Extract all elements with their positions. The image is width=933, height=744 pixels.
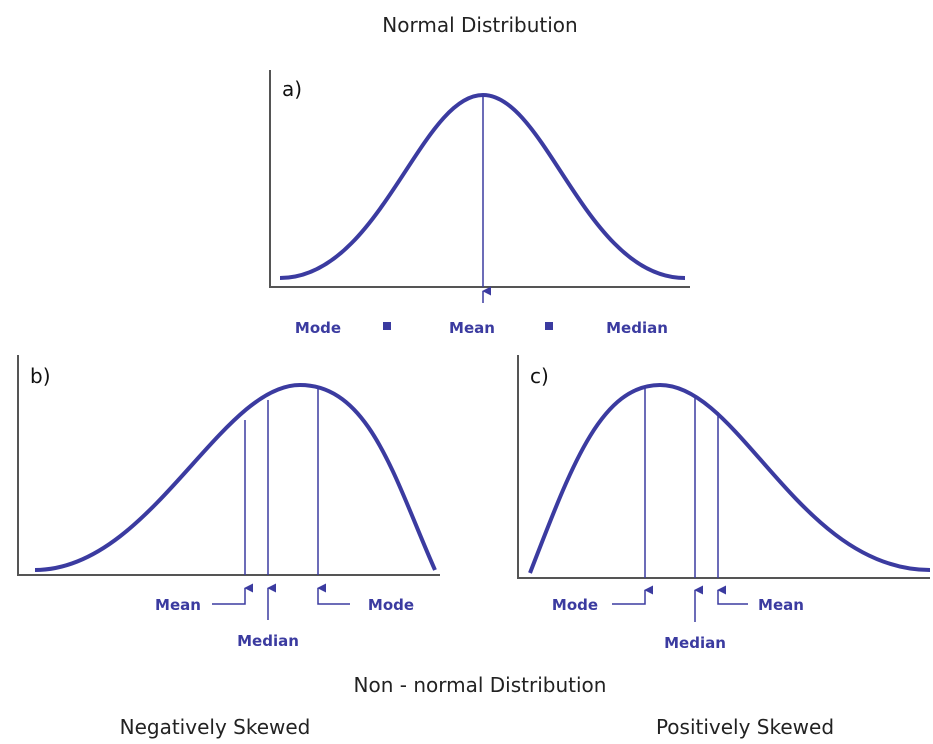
arrow bbox=[212, 583, 254, 605]
panel-label: a) bbox=[282, 77, 302, 101]
panel-c: c) Mode Median Mean bbox=[517, 355, 931, 652]
marker-label: Median bbox=[606, 319, 668, 337]
panel-b: b) Mean Median Mode bbox=[17, 355, 440, 650]
axes bbox=[269, 70, 690, 288]
footer-title: Non - normal Distribution bbox=[354, 673, 607, 697]
marker-label: Median bbox=[664, 634, 726, 652]
equal-mark bbox=[545, 322, 553, 330]
left-caption: Negatively Skewed bbox=[120, 715, 311, 739]
curve bbox=[34, 382, 437, 572]
marker-label: Mean bbox=[155, 596, 201, 614]
arrow bbox=[717, 585, 748, 605]
marker-label: Median bbox=[237, 632, 299, 650]
marker-label: Mode bbox=[295, 319, 341, 337]
panel-label: b) bbox=[30, 364, 51, 388]
right-caption: Positively Skewed bbox=[656, 715, 834, 739]
marker-label: Mean bbox=[758, 596, 804, 614]
marker-label: Mode bbox=[368, 596, 414, 614]
marker-label: Mode bbox=[552, 596, 598, 614]
marker-label: Mean bbox=[449, 319, 495, 337]
arrow bbox=[612, 585, 654, 605]
arrow bbox=[317, 583, 350, 605]
panel-a: a) Mode Mean Median bbox=[269, 70, 690, 337]
equal-mark bbox=[383, 322, 391, 330]
title: Normal Distribution bbox=[382, 13, 577, 37]
axes bbox=[17, 355, 440, 576]
curve bbox=[528, 382, 931, 574]
axes bbox=[517, 355, 930, 579]
panel-label: c) bbox=[530, 364, 549, 388]
